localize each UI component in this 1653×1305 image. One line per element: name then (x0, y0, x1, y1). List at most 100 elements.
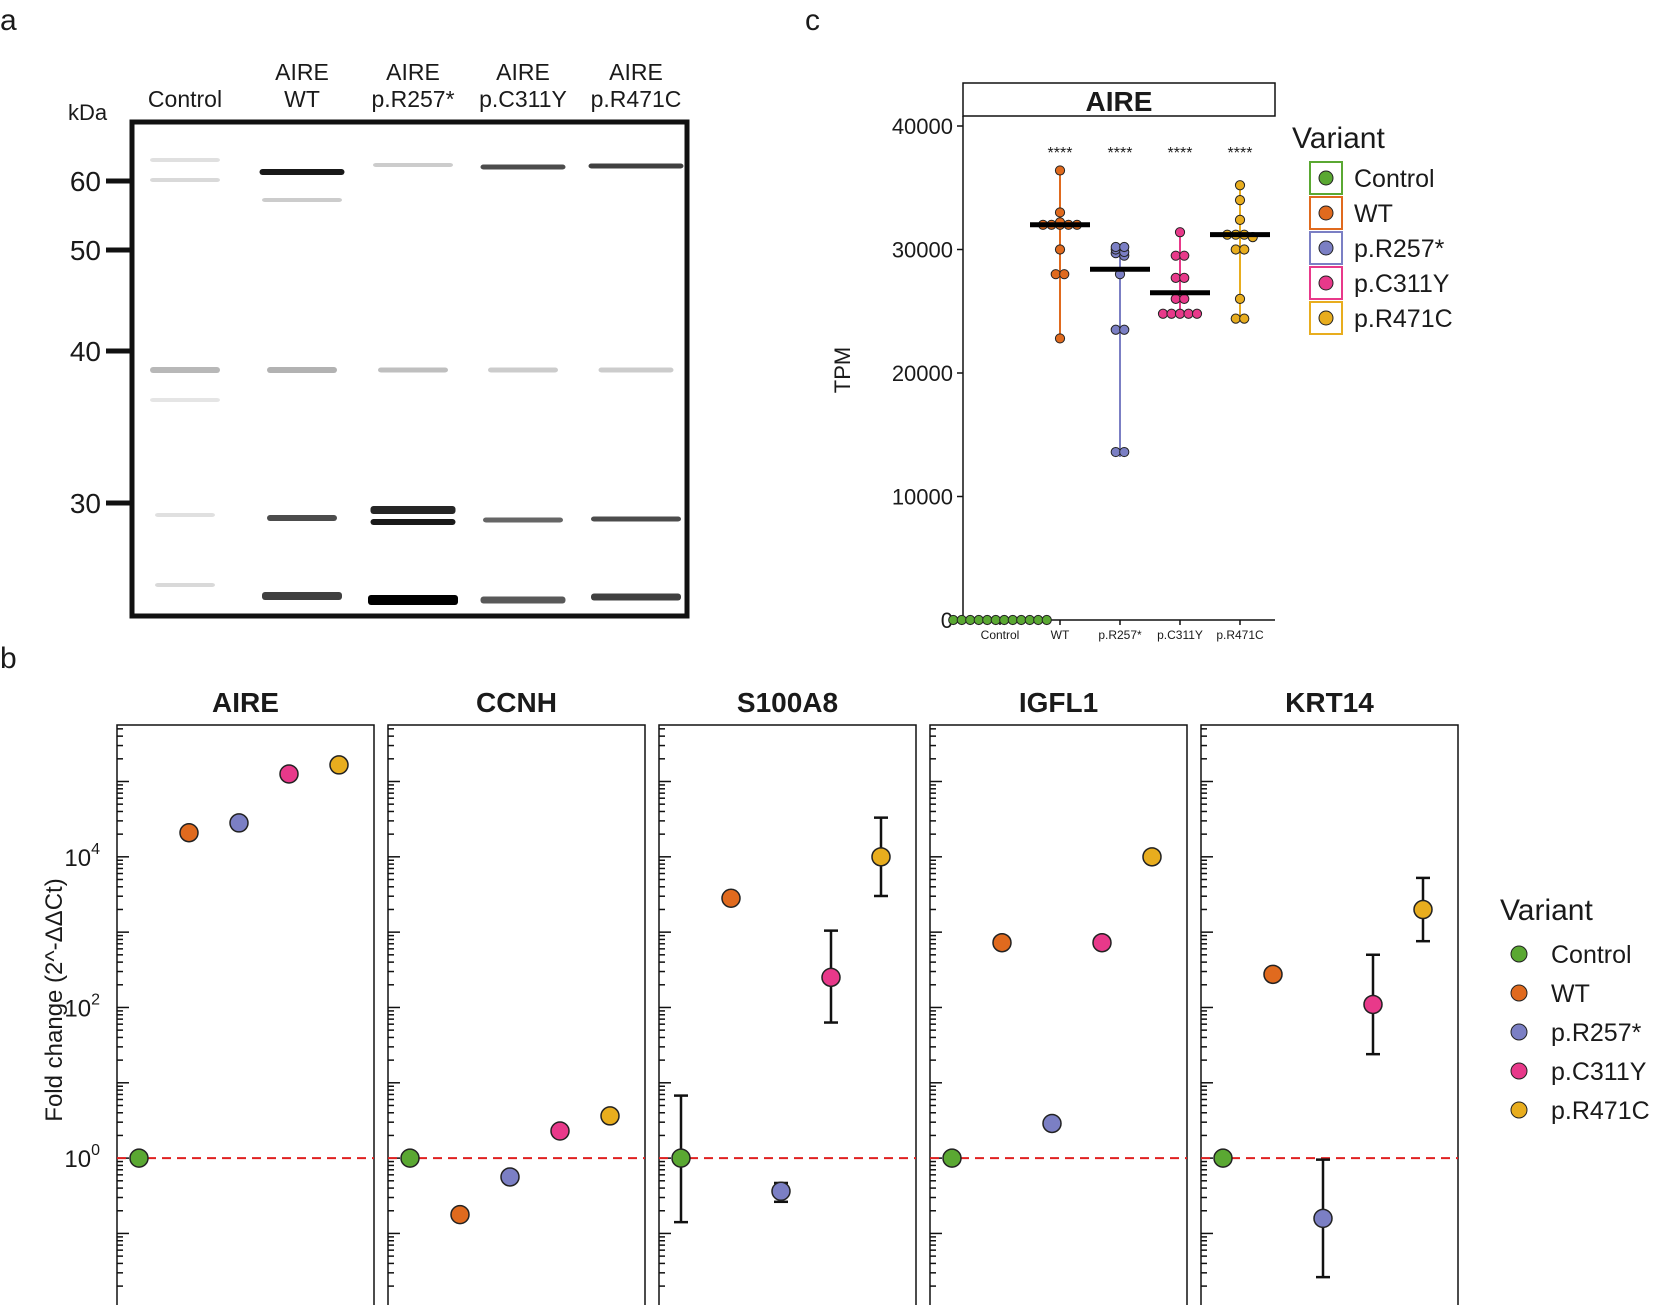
fold-change-point (450, 1204, 470, 1225)
tpm-point (1119, 324, 1130, 335)
blot-band (150, 178, 220, 182)
fold-change-legend-label: p.R471C (1551, 1097, 1650, 1125)
blot-marker-label: 60 (70, 166, 101, 197)
facet-frame (658, 724, 917, 1305)
tpm-point (1179, 272, 1190, 284)
tpm-x-tick-label: p.R257* (1098, 628, 1142, 642)
facet-frame (1200, 724, 1459, 1305)
fold-change-point (771, 1181, 791, 1202)
tpm-y-tick-label: 40000 (892, 114, 953, 139)
blot-band (150, 398, 220, 402)
panel-label-b: b (0, 642, 17, 675)
tpm-legend-dot (1318, 170, 1334, 186)
tpm-point (973, 614, 984, 626)
tpm-significance-label: **** (1048, 145, 1073, 162)
tpm-point (1016, 614, 1027, 626)
blot-lane-labels: ControlAIREWTAIREp.R257*AIREp.C311YAIREp… (148, 59, 681, 112)
fold-change-facets: AIRE CCNH S100A8 IGFL1 KRT14 100 102 104 (64, 687, 1459, 1305)
tpm-significance-label: **** (1108, 145, 1133, 162)
blot-band (598, 367, 674, 373)
tpm-point (1234, 214, 1246, 225)
blot-band (378, 367, 448, 373)
tpm-significance-label: **** (1168, 145, 1193, 162)
blot-band (480, 596, 566, 604)
tpm-point (1024, 614, 1035, 626)
fold-change-point (721, 888, 741, 908)
fold-change-y-tick-label: 102 (64, 991, 100, 1022)
tpm-legend-dot (1318, 240, 1334, 256)
tpm-legend-title: Variant (1292, 122, 1385, 155)
tpm-point (1059, 269, 1070, 280)
tpm-legend-dot (1318, 205, 1334, 221)
fold-change-point (1042, 1113, 1062, 1134)
facet-ccnh: CCNH (387, 687, 646, 1305)
facet-krt14: KRT14 (1200, 687, 1459, 1305)
blot-band (483, 517, 563, 523)
tpm-point (1183, 308, 1194, 319)
facet-title: IGFL1 (1019, 687, 1098, 718)
fold-change-point (671, 1148, 691, 1168)
tpm-x-tick-label: p.R471C (1216, 628, 1264, 642)
tpm-chart-title-box (962, 82, 1276, 117)
fold-change-point (942, 1148, 962, 1168)
fold-change-point (1263, 964, 1283, 985)
tpm-marks: **** **** **** **** (948, 145, 1270, 626)
tpm-point (1174, 227, 1186, 238)
blot-band (267, 367, 337, 373)
panel-label-a: a (0, 4, 17, 37)
tpm-point (1234, 293, 1246, 304)
blot-lane-label-line2: Control (148, 86, 222, 112)
blot-band (155, 583, 215, 587)
tpm-point (1050, 269, 1061, 280)
blot-band (488, 367, 558, 373)
tpm-point (1230, 313, 1241, 324)
tpm-point (1054, 165, 1066, 176)
facet-title: S100A8 (737, 687, 838, 718)
fold-change-point (329, 755, 349, 775)
fold-change-legend-dot (1510, 1101, 1528, 1119)
fold-change-point (821, 967, 841, 988)
fold-change-point (1413, 899, 1433, 920)
tpm-legend: Variant Control WT p.R257* p.C311Y p.R471C (1292, 122, 1453, 335)
blot-lane-label-line1: AIRE (609, 59, 663, 85)
blot-band (588, 163, 684, 169)
blot-band (370, 519, 456, 525)
blot-band (373, 163, 453, 167)
facet-title: CCNH (476, 687, 557, 718)
tpm-point (965, 614, 976, 626)
fold-change-point (550, 1121, 570, 1141)
tpm-y-tick-label: 30000 (892, 238, 953, 263)
tpm-point (1033, 614, 1044, 626)
facet-s100a8: S100A8 (658, 687, 917, 1305)
tpm-chart-title: AIRE (1086, 86, 1153, 117)
tpm-point (1170, 250, 1181, 261)
tpm-point (1179, 293, 1190, 304)
blot-marker-label: 50 (70, 235, 101, 266)
tpm-point (1230, 244, 1241, 255)
blot-lane-label-line1: AIRE (496, 59, 550, 85)
blot-lane-label-line2: p.R257* (371, 86, 454, 112)
blot-band (591, 516, 681, 522)
tpm-y-tick-label: 10000 (892, 485, 953, 510)
fold-change-point (1142, 847, 1162, 867)
tpm-point (1119, 241, 1130, 253)
blot-band (155, 513, 215, 517)
tpm-point (999, 614, 1010, 626)
fold-change-legend-dot (1510, 1062, 1528, 1080)
western-blot-panel: kDa ControlAIREWTAIREp.R257*AIREp.C311YA… (68, 59, 690, 619)
tpm-point (1174, 308, 1186, 319)
tpm-significance-label: **** (1228, 145, 1253, 162)
blot-marker-label: 40 (70, 336, 101, 367)
tpm-point (1041, 614, 1052, 626)
fold-change-legend-dot (1510, 945, 1528, 963)
fold-change-point (279, 764, 299, 784)
blot-lane-label-line1: AIRE (275, 59, 329, 85)
fold-change-point (600, 1106, 620, 1126)
fold-change-legend-label: p.R257* (1551, 1019, 1642, 1047)
tpm-axes: 0 10000 20000 30000 40000 Control WT p.R257* p.C… (892, 114, 1275, 642)
blot-bands (150, 158, 684, 605)
tpm-point (1054, 244, 1066, 255)
fold-change-legend-label: p.C311Y (1551, 1058, 1647, 1086)
facet-aire: AIRE (116, 687, 375, 1305)
blot-lane-label-line2: p.R471C (591, 86, 682, 112)
